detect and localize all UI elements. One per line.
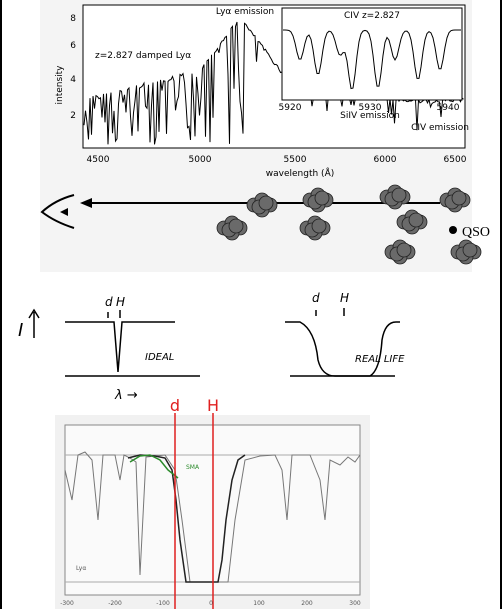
x-tick-label: -100 [156,600,170,607]
marker-label: d [170,396,180,415]
annotation: CIV emission [411,123,469,133]
line-label: Lyα [76,565,86,572]
x-tick-label: 5000 [189,155,212,165]
annotation: z=2.827 damped Lyα [95,51,191,61]
x-tick-label: 100 [253,600,265,607]
y-tick-label: 4 [70,75,76,85]
sketch-mark: d [312,291,320,305]
sketch-mark: H [340,291,349,305]
y-axis-label: intensity [55,65,65,105]
x-axis-label: wavelength (Å) [266,167,334,179]
sketch-label: IDEAL [145,352,174,363]
sketch-mark: d [105,295,113,309]
x-tick-label: -300 [60,600,74,607]
x-tick-label: 6000 [374,155,397,165]
spectrum-figure: CIV z=2.827 5920 5930 5940 Lyα emission … [40,0,490,272]
inset-tick: 5920 [279,103,302,113]
axis-symbol: I [18,320,23,341]
inset-tick: 5940 [437,103,460,113]
x-tick-label: 5500 [284,155,307,165]
x-tick-label: -200 [108,600,122,607]
inset-title: CIV z=2.827 [344,11,400,21]
cloud-puff [397,243,411,257]
lambda-label: λ → [114,388,138,403]
cloud-puff [315,191,329,205]
cloud-puff [452,191,466,205]
x-tick-label: 200 [301,600,313,607]
cloud-puff [312,219,326,233]
x-tick-label: 0 [209,600,213,607]
inset-frame [282,8,462,100]
x-tick-label: 6500 [444,155,467,165]
annotation: SiIV emission [340,111,400,121]
y-tick-label: 6 [70,41,76,51]
annotation: Lyα emission [216,7,274,17]
cloud-puff [463,243,477,257]
cloud-puff [409,213,423,227]
fit-label: SMA [186,464,200,471]
cloud-puff [229,219,243,233]
qso-label: QSO [462,225,490,240]
qso-dot [449,226,457,234]
cloud-puff [392,188,406,202]
sketch-mark: H [116,295,125,309]
x-tick-label: 300 [349,600,361,607]
y-tick-label: 8 [70,14,76,24]
marker-label: H [207,396,219,415]
annotation: Lyα emission [216,7,274,17]
sketch-label: REAL LIFE [355,354,405,365]
page: CIV z=2.827 5920 5930 5940 Lyα emission … [0,0,503,609]
cloud-puff [259,196,273,210]
x-tick-label: 4500 [87,155,110,165]
profile-figure: SMA Lyα d H -300 -200 -100 0 100 200 300 [55,396,370,609]
y-tick-label: 2 [70,111,76,121]
